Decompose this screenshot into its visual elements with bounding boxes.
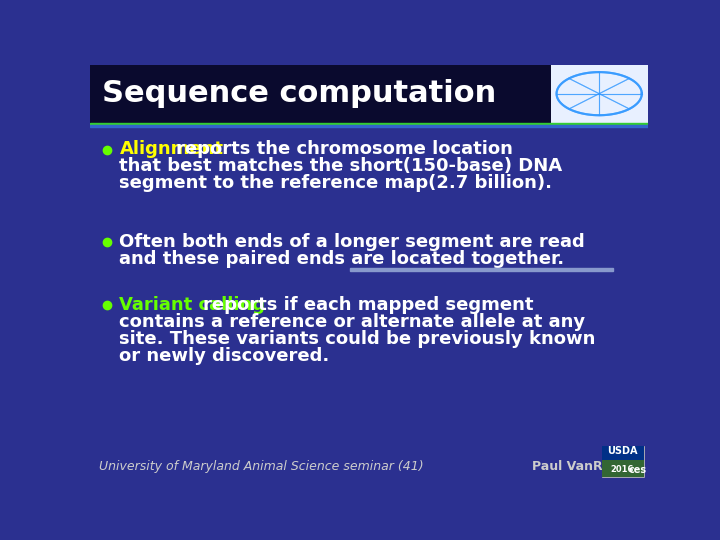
Text: ces: ces (629, 465, 647, 475)
Bar (90, 125, 648, 127)
Bar (90, 123, 648, 125)
FancyBboxPatch shape (601, 446, 644, 477)
Text: that best matches the short(150-base) DNA: that best matches the short(150-base) DN… (120, 158, 562, 176)
Text: or newly discovered.: or newly discovered. (120, 347, 330, 365)
FancyBboxPatch shape (601, 460, 644, 477)
Text: Often both ends of a longer segment are read: Often both ends of a longer segment are … (120, 233, 585, 251)
Text: Sequence computation: Sequence computation (102, 79, 496, 108)
Bar (350, 268, 613, 271)
Text: reports the chromosome location: reports the chromosome location (176, 140, 513, 159)
Text: Alignment: Alignment (120, 140, 223, 159)
Text: University of Maryland Animal Science seminar (41): University of Maryland Animal Science se… (99, 460, 424, 473)
Text: contains a reference or alternate allele at any: contains a reference or alternate allele… (120, 313, 585, 331)
Text: Paul VanRaden: Paul VanRaden (532, 460, 637, 473)
Text: segment to the reference map(2.7 billion).: segment to the reference map(2.7 billion… (120, 174, 552, 192)
Text: USDA: USDA (607, 447, 638, 456)
FancyBboxPatch shape (90, 65, 648, 123)
FancyBboxPatch shape (601, 446, 644, 460)
FancyBboxPatch shape (551, 65, 648, 123)
Text: reports if each mapped segment: reports if each mapped segment (203, 296, 534, 314)
Text: 2016: 2016 (611, 464, 634, 474)
Text: Variant calling: Variant calling (120, 296, 266, 314)
Text: site. These variants could be previously known: site. These variants could be previously… (120, 330, 596, 348)
Text: and these paired ends are located together.: and these paired ends are located togeth… (120, 250, 564, 268)
